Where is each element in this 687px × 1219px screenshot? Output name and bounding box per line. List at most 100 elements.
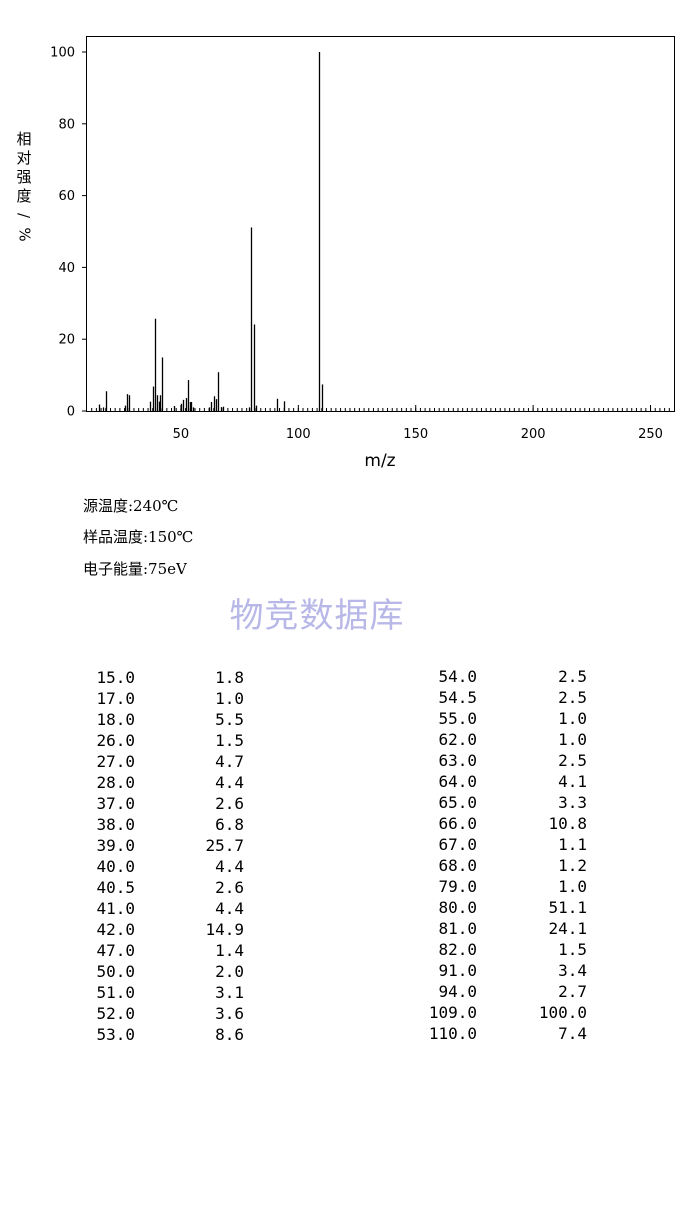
mz-value: 54.5 <box>438 688 477 707</box>
table-row: 109.0 100.0 <box>330 1002 687 1023</box>
y-tick-label: 40 <box>58 261 75 276</box>
table-row: 26.0 1.5 <box>0 730 330 751</box>
abundance-value: 5.5 <box>215 710 244 729</box>
x-tick-label: 50 <box>173 427 190 442</box>
abundance-value: 1.0 <box>215 689 244 708</box>
table-row: 63.0 2.5 <box>330 750 687 771</box>
abundance-value: 14.9 <box>205 920 244 939</box>
abundance-value: 4.4 <box>215 899 244 918</box>
abundance-value: 1.2 <box>558 856 587 875</box>
table-row: 18.0 5.5 <box>0 709 330 730</box>
abundance-value: 51.1 <box>548 898 587 917</box>
table-row: 28.0 4.4 <box>0 772 330 793</box>
mz-value: 51.0 <box>96 983 135 1002</box>
mz-value: 18.0 <box>96 710 135 729</box>
abundance-value: 1.0 <box>558 877 587 896</box>
abundance-value: 1.0 <box>558 730 587 749</box>
mz-value: 66.0 <box>438 814 477 833</box>
table-row: 40.5 2.6 <box>0 877 330 898</box>
abundance-value: 1.8 <box>215 668 244 687</box>
mz-value: 38.0 <box>96 815 135 834</box>
y-tick-label: 60 <box>58 189 75 204</box>
table-row: 68.0 1.2 <box>330 855 687 876</box>
watermark: 物竞数据库 <box>229 596 405 636</box>
mz-value: 40.5 <box>96 878 135 897</box>
peak-bars <box>98 52 324 411</box>
abundance-value: 25.7 <box>205 836 244 855</box>
x-tick-label: 250 <box>638 427 663 442</box>
source-temperature: 源温度:240℃ <box>83 497 179 515</box>
table-row: 41.0 4.4 <box>0 898 330 919</box>
peak-table-left: 15.0 1.8 17.0 1.0 18.0 5.5 26.0 1.5 27.0 4.7 28.0 4… <box>0 667 330 1045</box>
mz-value: 54.0 <box>438 667 477 686</box>
abundance-value: 4.1 <box>558 772 587 791</box>
mz-value: 50.0 <box>96 962 135 981</box>
mz-value: 40.0 <box>96 857 135 876</box>
mz-value: 28.0 <box>96 773 135 792</box>
mz-value: 68.0 <box>438 856 477 875</box>
mz-value: 27.0 <box>96 752 135 771</box>
table-row: 94.0 2.7 <box>330 981 687 1002</box>
table-row: 64.0 4.1 <box>330 771 687 792</box>
table-row: 39.0 25.7 <box>0 835 330 856</box>
abundance-value: 1.5 <box>558 940 587 959</box>
table-row: 82.0 1.5 <box>330 939 687 960</box>
table-row: 54.0 2.5 <box>330 666 687 687</box>
abundance-value: 2.0 <box>215 962 244 981</box>
mz-value: 110.0 <box>428 1024 477 1043</box>
mz-value: 94.0 <box>438 982 477 1001</box>
mz-value: 52.0 <box>96 1004 135 1023</box>
y-tick-label: 0 <box>67 405 75 420</box>
mz-value: 62.0 <box>438 730 477 749</box>
table-row: 38.0 6.8 <box>0 814 330 835</box>
x-tick-label: 200 <box>521 427 546 442</box>
abundance-value: 4.7 <box>215 752 244 771</box>
mz-value: 15.0 <box>96 668 135 687</box>
abundance-value: 1.1 <box>558 835 587 854</box>
abundance-value: 2.6 <box>215 878 244 897</box>
x-tick-label: 150 <box>403 427 428 442</box>
table-row: 110.0 7.4 <box>330 1023 687 1044</box>
y-tick-label: 80 <box>58 117 75 132</box>
mz-value: 81.0 <box>438 919 477 938</box>
abundance-value: 2.7 <box>558 982 587 1001</box>
mz-value: 26.0 <box>96 731 135 750</box>
mz-value: 53.0 <box>96 1025 135 1044</box>
mz-value: 79.0 <box>438 877 477 896</box>
abundance-value: 24.1 <box>548 919 587 938</box>
y-axis-ticks: 0 20 40 60 80 100 <box>50 46 87 420</box>
abundance-value: 1.5 <box>215 731 244 750</box>
abundance-value: 3.3 <box>558 793 587 812</box>
table-row: 91.0 3.4 <box>330 960 687 981</box>
table-row: 81.0 24.1 <box>330 918 687 939</box>
mz-value: 67.0 <box>438 835 477 854</box>
table-row: 65.0 3.3 <box>330 792 687 813</box>
table-row: 55.0 1.0 <box>330 708 687 729</box>
table-row: 62.0 1.0 <box>330 729 687 750</box>
mz-value: 64.0 <box>438 772 477 791</box>
table-row: 40.0 4.4 <box>0 856 330 877</box>
y-axis-label: 相对强度 /% <box>15 130 34 242</box>
table-row: 50.0 2.0 <box>0 961 330 982</box>
table-row: 27.0 4.7 <box>0 751 330 772</box>
table-row: 37.0 2.6 <box>0 793 330 814</box>
x-axis-ticks: 50 100 150 200 250 <box>173 405 663 442</box>
abundance-value: 10.8 <box>548 814 587 833</box>
abundance-value: 1.0 <box>558 709 587 728</box>
peak-table-right: 54.0 2.5 54.5 2.5 55.0 1.0 62.0 1.0 63.0 2.5 64.0 4… <box>330 666 687 1044</box>
abundance-value: 3.6 <box>215 1004 244 1023</box>
table-row: 51.0 3.1 <box>0 982 330 1003</box>
mz-value: 17.0 <box>96 689 135 708</box>
plot-frame <box>86 36 675 412</box>
abundance-value: 6.8 <box>215 815 244 834</box>
mz-value: 91.0 <box>438 961 477 980</box>
abundance-value: 2.5 <box>558 667 587 686</box>
table-row: 42.0 14.9 <box>0 919 330 940</box>
table-row: 17.0 1.0 <box>0 688 330 709</box>
table-row: 54.5 2.5 <box>330 687 687 708</box>
abundance-value: 2.5 <box>558 688 587 707</box>
abundance-value: 4.4 <box>215 773 244 792</box>
abundance-value: 100.0 <box>538 1003 587 1022</box>
y-tick-label: 100 <box>50 46 75 61</box>
abundance-value: 1.4 <box>215 941 244 960</box>
